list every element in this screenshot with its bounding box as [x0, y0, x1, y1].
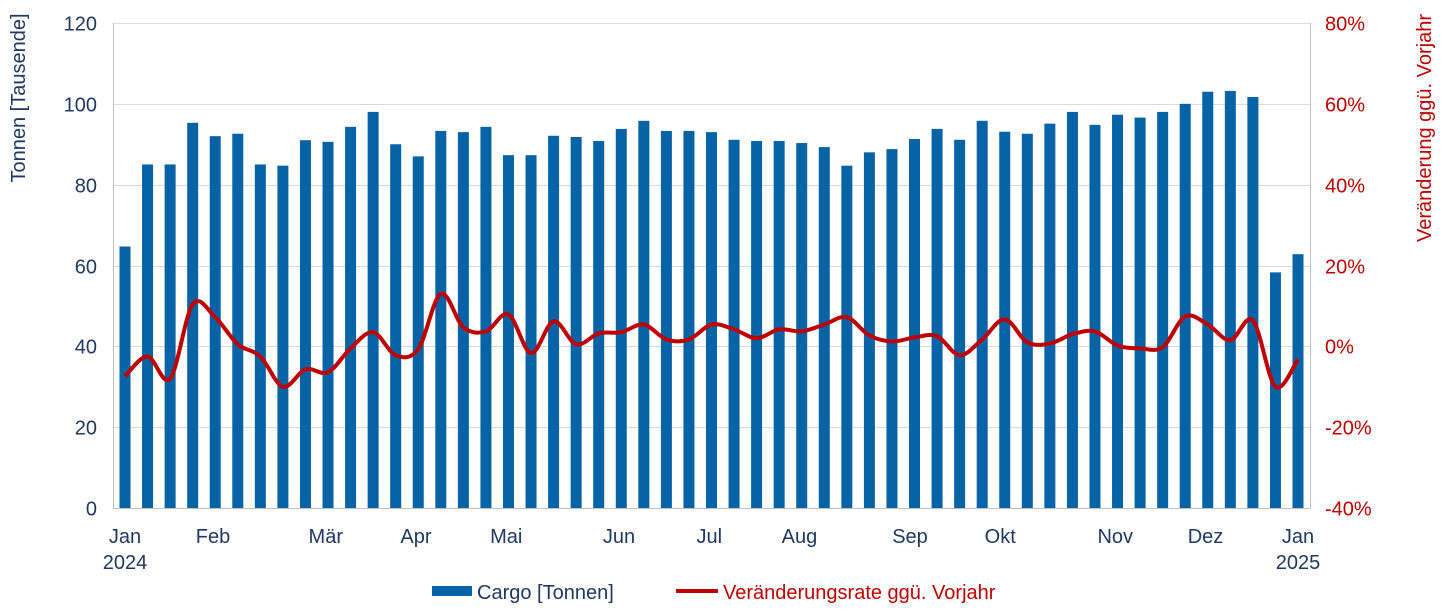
bar	[480, 126, 492, 508]
bar	[1112, 114, 1124, 508]
bar	[1247, 96, 1259, 509]
legend: Cargo [Tonnen] Veränderungsrate ggü. Vor…	[432, 582, 996, 604]
bar	[954, 139, 966, 508]
y2-tick-label: 20%	[1325, 257, 1365, 279]
bar	[1044, 123, 1056, 508]
bar	[660, 130, 672, 508]
bar	[277, 165, 289, 508]
bar	[615, 128, 627, 508]
bar	[570, 136, 582, 508]
bar	[299, 140, 311, 509]
y-tick-label: 40	[75, 337, 97, 359]
bar	[187, 122, 199, 509]
y-tick-label: 60	[75, 257, 97, 279]
bar	[322, 141, 334, 508]
bar	[931, 128, 943, 508]
y-axis-title: Tonnen [Tausende]	[8, 13, 30, 182]
y-tick-label: 120	[64, 14, 97, 36]
x-tick-label: Mär	[309, 526, 344, 548]
y-tick-label: 0	[86, 499, 97, 521]
bar-series	[119, 90, 1304, 509]
bar	[638, 120, 650, 508]
bar	[1021, 133, 1033, 508]
bar	[525, 155, 537, 508]
y2-tick-label: 80%	[1325, 14, 1365, 36]
x-tick-label: Aug	[782, 526, 818, 548]
bar	[119, 246, 131, 509]
x-axis-ticks: Jan 2024 Feb Mär Apr Mai Jun Jul Aug Sep Okt Nov Dez…	[103, 526, 1321, 574]
bar	[435, 130, 447, 508]
y2-axis-title: Veränderung ggü. Vorjahr	[1414, 14, 1436, 242]
y2-tick-label: 60%	[1325, 95, 1365, 117]
bar	[1224, 90, 1236, 509]
bar	[728, 139, 740, 508]
bar	[345, 126, 357, 508]
legend-label-change-rate: Veränderungsrate ggü. Vorjahr	[723, 582, 996, 604]
y-tick-label: 20	[75, 418, 97, 440]
x-tick-label: Jun	[603, 526, 635, 548]
x-tick-label: Mai	[490, 526, 522, 548]
bar	[863, 152, 875, 509]
x-tick-label: Jul	[696, 526, 722, 548]
y2-tick-label: -20%	[1325, 418, 1372, 440]
line-series-change-rate	[123, 291, 1300, 390]
y2-tick-label: 0%	[1325, 337, 1354, 359]
y-tick-label: 80	[75, 176, 97, 198]
y2-axis-ticks: -40% -20% 0% 20% 40% 60% 80%	[1325, 14, 1372, 521]
y-tick-label: 100	[64, 95, 97, 117]
bar	[1066, 111, 1078, 509]
bar	[1292, 254, 1304, 508]
y2-tick-label: 40%	[1325, 176, 1365, 198]
x-tick-label: Jan	[109, 526, 141, 548]
y2-tick-label: -40%	[1325, 499, 1372, 521]
x-tick-label: Jan	[1282, 526, 1314, 548]
bar	[706, 132, 717, 508]
bar	[593, 141, 605, 508]
bar	[1269, 272, 1281, 508]
bar	[1157, 111, 1169, 509]
bar	[1202, 91, 1214, 508]
x-tick-label: Sep	[892, 526, 928, 548]
x-tick-year: 2024	[103, 552, 148, 574]
bar	[818, 147, 830, 508]
bar	[164, 164, 176, 509]
x-tick-label: Dez	[1188, 526, 1224, 548]
bar	[142, 164, 154, 509]
y-axis-ticks: 0 20 40 60 80 100 120	[64, 14, 97, 521]
bar	[751, 141, 763, 508]
bar	[502, 155, 514, 508]
x-tick-label: Apr	[400, 526, 431, 548]
bar	[209, 136, 221, 508]
legend-swatch-cargo	[432, 586, 472, 596]
bar	[886, 149, 898, 508]
bar	[909, 138, 921, 508]
bar	[1089, 124, 1101, 508]
bar	[796, 143, 808, 508]
bar	[367, 111, 379, 509]
legend-label-cargo: Cargo [Tonnen]	[477, 582, 614, 604]
bar	[976, 120, 988, 508]
bar	[390, 144, 402, 508]
x-tick-label: Nov	[1097, 526, 1133, 548]
bar	[232, 133, 244, 508]
bar	[773, 141, 785, 508]
bar	[457, 132, 469, 508]
x-tick-year: 2025	[1276, 552, 1321, 574]
x-tick-label: Feb	[196, 526, 230, 548]
x-tick-label: Okt	[985, 526, 1017, 548]
bar	[412, 156, 424, 508]
bar	[1134, 117, 1146, 508]
bar	[683, 130, 695, 508]
bar	[1179, 103, 1191, 508]
bar	[841, 165, 853, 508]
bar	[254, 164, 266, 509]
